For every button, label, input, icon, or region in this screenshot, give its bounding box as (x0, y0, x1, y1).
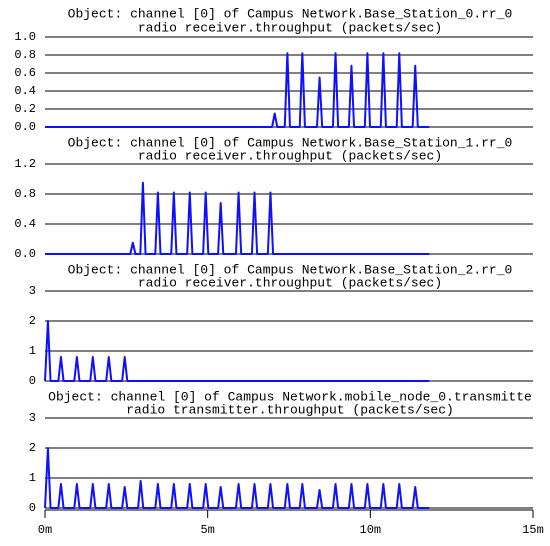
y-tick-label: 1.2 (14, 157, 36, 171)
data-line (45, 52, 430, 128)
y-tick-label: 0 (29, 501, 36, 515)
y-tick-label: 0 (29, 374, 36, 388)
chart-title: Object: channel [0] of Campus Network.Ba… (68, 6, 513, 21)
data-line (44, 447, 430, 509)
y-tick-label: 1 (29, 471, 36, 485)
y-tick-label: 3 (29, 411, 36, 425)
x-tick-label: 15m (522, 523, 544, 537)
y-tick-label: 0.4 (14, 84, 36, 98)
x-tick-label: 5m (200, 523, 214, 537)
y-tick-label: 0.2 (14, 102, 36, 116)
y-tick-label: 0.4 (14, 217, 36, 231)
chart-subtitle: radio transmitter.throughput (packets/se… (126, 402, 454, 417)
chart-subtitle: radio receiver.throughput (packets/sec) (138, 20, 442, 35)
y-tick-label: 0.8 (14, 48, 36, 62)
y-tick-label: 2 (29, 314, 36, 328)
x-tick-label: 10m (360, 523, 382, 537)
y-tick-label: 1.0 (14, 30, 36, 44)
chart-title: Object: channel [0] of Campus Network.Ba… (68, 262, 513, 277)
chart-subtitle: radio receiver.throughput (packets/sec) (138, 148, 442, 163)
y-tick-label: 0.8 (14, 187, 36, 201)
y-tick-label: 0.0 (14, 247, 36, 261)
x-tick-label: 0m (38, 523, 52, 537)
y-tick-label: 1 (29, 344, 36, 358)
y-tick-label: 0.0 (14, 120, 36, 134)
y-tick-label: 3 (29, 284, 36, 298)
chart-title: Object: channel [0] of Campus Network.mo… (48, 389, 532, 404)
chart-title: Object: channel [0] of Campus Network.Ba… (68, 135, 513, 150)
y-tick-label: 0.6 (14, 66, 36, 80)
data-line (44, 320, 430, 382)
data-line (45, 181, 430, 255)
y-tick-label: 2 (29, 441, 36, 455)
chart-subtitle: radio receiver.throughput (packets/sec) (138, 275, 442, 290)
